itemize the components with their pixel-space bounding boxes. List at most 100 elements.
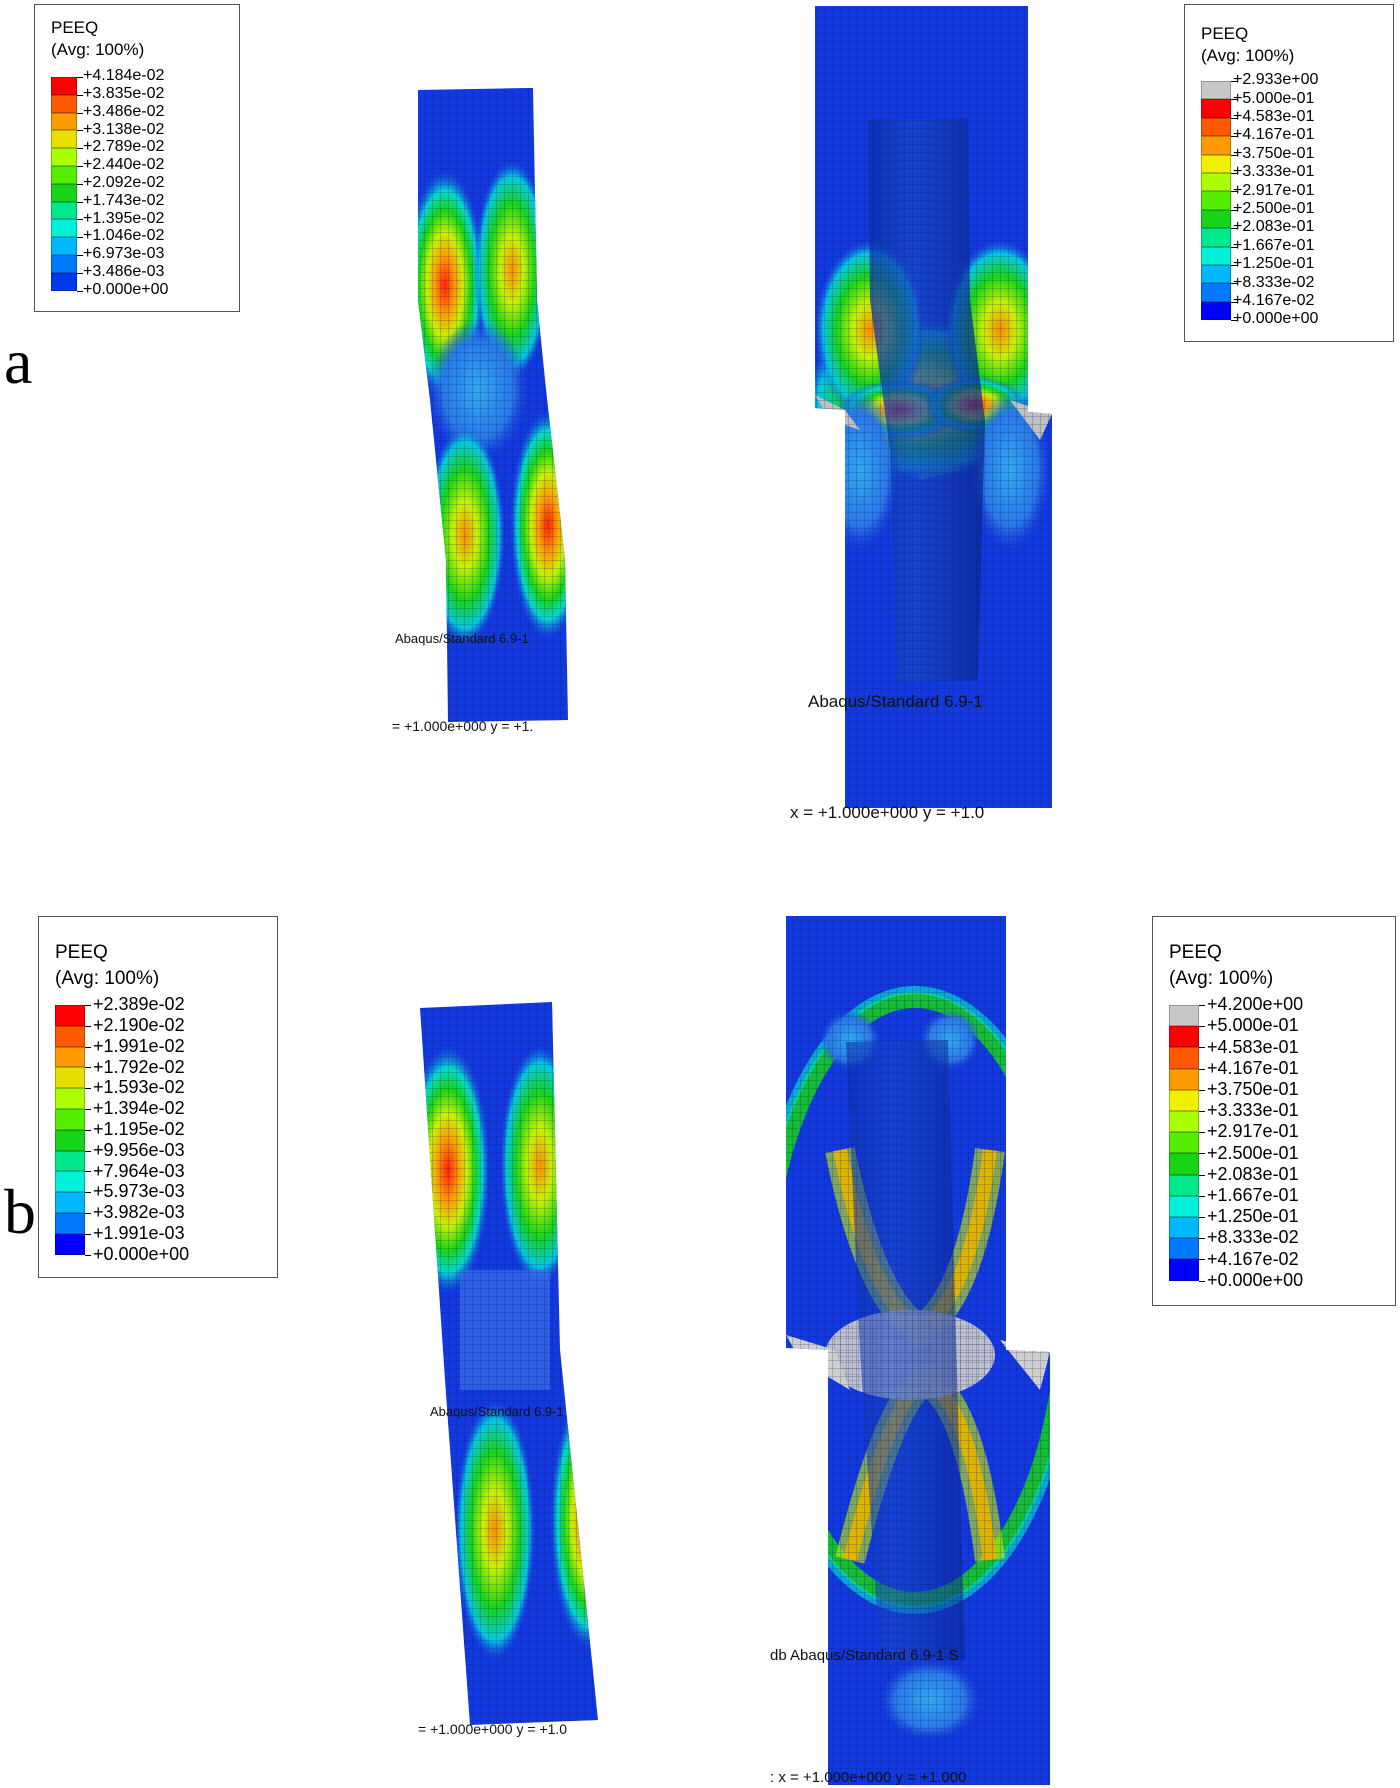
legend-tick <box>77 237 83 239</box>
legend-tick <box>85 1150 91 1152</box>
legend-value: +3.333e-01 <box>1207 1100 1299 1121</box>
legend-value: +1.046e-02 <box>83 227 165 245</box>
legend-tick <box>77 166 83 167</box>
legend-value: +2.440e-02 <box>83 156 165 174</box>
legend-value: +0.000e+00 <box>83 280 169 298</box>
legend-value: +5.973e-03 <box>93 1181 185 1202</box>
panel-label-a: a <box>4 326 33 397</box>
legend-swatch <box>1201 209 1231 229</box>
legend-tick <box>1199 1174 1205 1176</box>
legend-value: +1.195e-02 <box>93 1118 185 1139</box>
legend-tick <box>77 201 83 203</box>
legend-peeq-a-right: PEEQ (Avg: 100%) +2.933e+00 +5.000e-01 +4.58… <box>1184 4 1394 342</box>
watermark-b-left: Abaqus/Standard 6.9-1 <box>430 1404 564 1419</box>
legend-tick <box>85 1192 91 1194</box>
legend-swatch <box>51 255 77 273</box>
legend-value: +8.333e-02 <box>1233 273 1315 291</box>
legend-value: +4.167e-01 <box>1233 126 1315 144</box>
legend-swatch <box>51 166 77 184</box>
legend-swatch <box>55 1129 85 1151</box>
legend-swatch <box>1169 1089 1199 1111</box>
legend-value: +4.583e-01 <box>1233 108 1315 125</box>
legend-value: +2.190e-02 <box>93 1014 185 1035</box>
legend-tick <box>77 130 83 132</box>
legend-value: +3.486e-03 <box>83 263 165 280</box>
legend-swatch <box>1201 246 1231 265</box>
legend-swatch <box>1201 117 1231 137</box>
legend-tick <box>77 272 83 274</box>
watermark-a-right: Abaqus/Standard 6.9-1 <box>808 692 983 711</box>
legend-tick <box>85 1046 91 1048</box>
legend-swatch <box>51 112 77 131</box>
legend-peeq-b-left: PEEQ (Avg: 100%) +2.389e-02 +2.190e-02 +1.99… <box>38 916 278 1278</box>
legend-swatch <box>55 1005 85 1026</box>
legend-value: +1.991e-03 <box>93 1222 185 1243</box>
legend-tick <box>85 1109 91 1110</box>
legend-value: +0.000e+00 <box>93 1243 190 1264</box>
legend-tick <box>1231 209 1237 211</box>
legend-swatch <box>51 94 77 113</box>
legend-tick <box>1231 301 1237 303</box>
legend-value: +9.956e-03 <box>93 1139 185 1160</box>
legend-swatch <box>1169 1195 1199 1217</box>
legend-tick <box>77 255 83 256</box>
legend-value: +1.991e-02 <box>93 1035 185 1056</box>
watermark-a-left: Abaqus/Standard 6.9-1 <box>395 631 529 646</box>
legend-value: +3.835e-02 <box>83 85 165 102</box>
legend-swatch <box>1201 265 1231 284</box>
legend-tick <box>1231 283 1237 285</box>
panel-label-b: b <box>4 1176 36 1247</box>
legend-title: PEEQ <box>51 18 99 37</box>
legend-value: +8.333e-02 <box>1207 1227 1299 1248</box>
legend-swatch <box>55 1213 85 1234</box>
legend-value: +4.167e-01 <box>1207 1057 1299 1078</box>
legend-tick <box>77 183 83 185</box>
legend-swatch <box>51 130 77 149</box>
legend-value: +1.667e-01 <box>1207 1184 1299 1205</box>
legend-tick <box>77 94 83 96</box>
legend-value: +2.789e-02 <box>83 138 165 156</box>
legend-swatch <box>1169 1238 1199 1260</box>
legend-tick <box>1231 173 1237 174</box>
legend-tick <box>77 219 83 221</box>
legend-swatch <box>55 1233 85 1255</box>
legend-value: +1.792e-02 <box>93 1056 185 1077</box>
legend-value: +3.750e-01 <box>1233 144 1315 162</box>
coord-readout-b-left: = +1.000e+000 y = +1.0 <box>418 1721 568 1737</box>
legend-swatch <box>1201 154 1231 173</box>
legend-tick <box>1231 228 1237 230</box>
legend-swatch <box>1201 136 1231 155</box>
legend-value: +2.933e+00 <box>1233 71 1319 89</box>
specimen-b-left <box>420 1002 598 1725</box>
legend-tick <box>1199 1132 1205 1134</box>
legend-subtitle: (Avg: 100%) <box>1201 46 1295 65</box>
legend-tick <box>1231 99 1237 101</box>
legend-tick <box>1231 154 1237 156</box>
legend-swatch <box>1201 228 1231 247</box>
legend-swatch <box>55 1171 85 1193</box>
legend-tick <box>1199 1111 1205 1112</box>
legend-swatch <box>55 1150 85 1172</box>
legend-swatch <box>1169 1111 1199 1133</box>
legend-tick <box>85 1233 91 1235</box>
legend-swatch <box>1169 1005 1199 1027</box>
legend-value: +1.395e-02 <box>83 209 165 227</box>
legend-swatch <box>51 272 77 291</box>
legend-swatch <box>1169 1026 1199 1048</box>
legend-peeq-a-left: PEEQ (Avg: 100%) +4.184e-02 +3.835e-02 +3.48… <box>34 4 240 312</box>
legend-tick <box>1199 1005 1205 1006</box>
legend-tick <box>77 148 83 150</box>
legend-value: +4.583e-01 <box>1207 1036 1299 1057</box>
legend-swatch <box>55 1046 85 1068</box>
legend-swatch <box>1169 1259 1199 1281</box>
legend-swatch <box>1169 1217 1199 1239</box>
legend-tick <box>1231 265 1237 266</box>
coord-readout-a-right: x = +1.000e+000 y = +1.0 <box>790 803 985 822</box>
legend-swatch <box>55 1025 85 1047</box>
legend-value: +2.083e-01 <box>1233 218 1315 236</box>
legend-tick <box>77 290 83 292</box>
legend-value: +3.486e-02 <box>83 102 165 120</box>
legend-value: +2.917e-01 <box>1233 181 1315 199</box>
legend-value: +3.982e-03 <box>93 1202 185 1223</box>
legend-tick <box>1199 1026 1205 1028</box>
